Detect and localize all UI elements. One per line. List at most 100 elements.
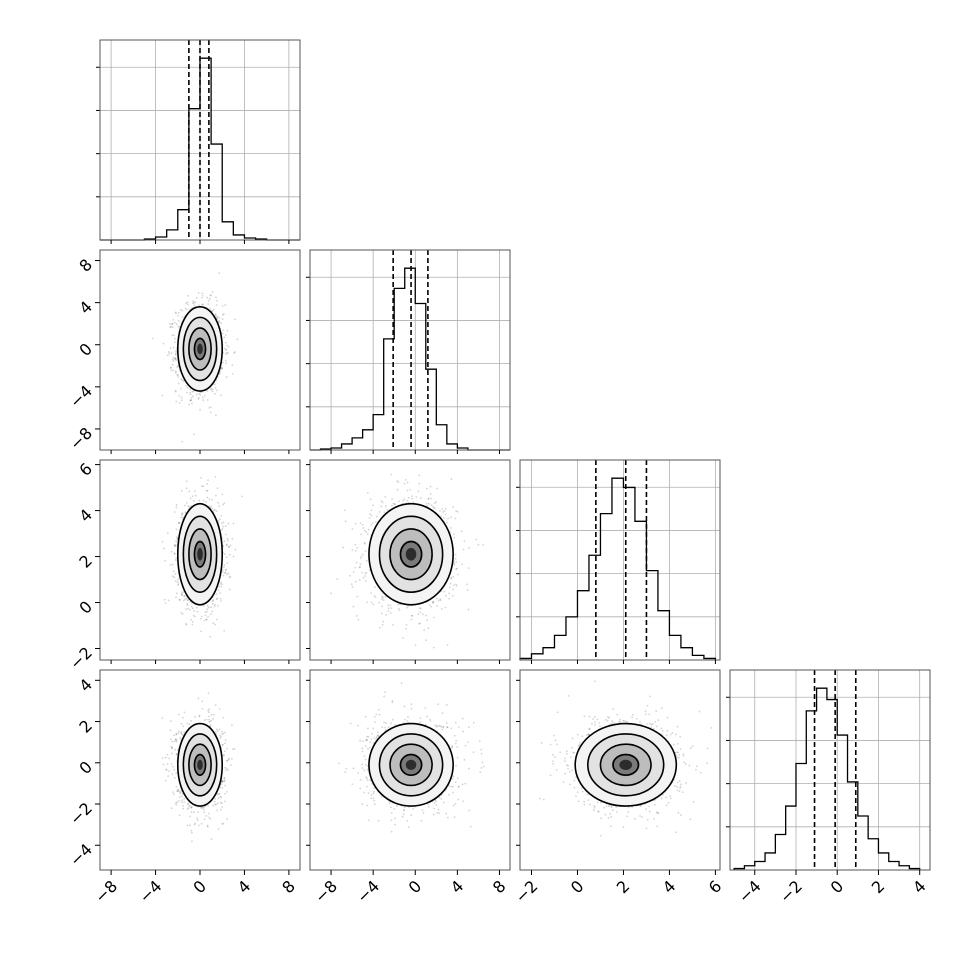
scatter-point [221,806,224,808]
scatter-point [391,498,394,500]
scatter-point [198,715,201,718]
scatter-point [180,722,183,725]
scatter-point [218,505,221,508]
scatter-point [200,630,202,633]
scatter-point [183,595,185,598]
scatter-point [461,717,464,720]
scatter-point [188,308,191,310]
scatter-point [180,591,183,594]
density-fill [619,759,633,770]
scatter-point [209,294,212,297]
scatter-point [176,373,178,376]
scatter-point [539,797,541,800]
x-tick-label: 4 [447,877,468,898]
scatter-point [395,805,398,807]
scatter-point [195,297,198,299]
scatter-point [167,775,170,778]
scatter-point [188,490,191,493]
scatter-point [217,501,220,504]
scatter-point [369,498,372,501]
scatter-point [213,800,216,803]
scatter-point [361,763,363,766]
scatter-point [454,557,457,560]
scatter-point [210,309,213,312]
scatter-point [475,538,478,541]
scatter-point [365,763,367,766]
scatter-point [673,743,675,746]
contour-line [182,733,218,797]
scatter-point [201,303,204,306]
scatter-point [231,364,234,367]
scatter-point [578,743,581,746]
scatter-point [205,489,208,492]
scatter-point [676,751,679,754]
scatter-point [189,815,192,818]
scatter-point [176,366,179,369]
scatter-point [173,321,176,324]
scatter-point [170,745,173,748]
scatter-point [450,527,452,529]
scatter-point [171,363,174,366]
scatter-point [587,733,590,736]
scatter-point [211,610,214,613]
scatter-point [354,566,357,569]
scatter-point [417,490,420,493]
scatter-point [606,719,609,722]
scatter-point [356,595,359,598]
scatter-point [419,497,422,499]
scatter-point [212,804,214,807]
scatter-point [407,826,410,828]
scatter-point [371,522,374,524]
scatter-point [676,785,678,788]
contour-line [176,306,224,392]
scatter-point [593,680,596,683]
scatter-point [188,723,191,726]
scatter-point [189,824,191,827]
scatter-point [219,518,221,521]
scatter-point [175,370,177,373]
scatter-point [373,715,376,718]
scatter-point [221,527,224,530]
scatter-point [229,764,232,767]
scatter-point [393,808,396,810]
scatter-point [206,618,208,621]
scatter-point [359,779,362,781]
y-tick-label: 6 [75,459,96,480]
scatter-point [171,575,174,578]
scatter-point [366,804,369,807]
scatter-point [644,710,647,713]
scatter-point [403,806,406,809]
scatter-point [208,718,210,721]
scatter-point [205,501,207,503]
scatter-point [214,313,217,315]
scatter-point [227,345,230,348]
scatter-point [180,387,182,390]
scatter-point [212,599,215,601]
scatter-point [216,597,219,600]
scatter-point [449,582,452,585]
scatter-point [450,516,452,519]
scatter-point [380,796,383,798]
scatter-point [563,760,566,763]
scatter-point [224,792,226,795]
scatter-point [650,723,653,726]
panel-bg [310,250,510,450]
scatter-point [442,801,445,804]
scatter-point [669,797,672,800]
scatter-point [211,388,214,391]
scatter-point [342,546,344,549]
scatter-point [587,733,590,736]
scatter-point [208,816,211,819]
scatter-point [660,707,663,710]
scatter-point [225,767,228,770]
scatter-point [432,813,435,816]
scatter-point [218,728,221,731]
scatter-point [170,369,173,372]
scatter-point [185,623,188,626]
scatter-point [555,768,558,771]
scatter-point [220,394,222,397]
scatter-point [215,296,217,299]
scatter-point [167,599,170,602]
scatter-point [197,824,200,827]
